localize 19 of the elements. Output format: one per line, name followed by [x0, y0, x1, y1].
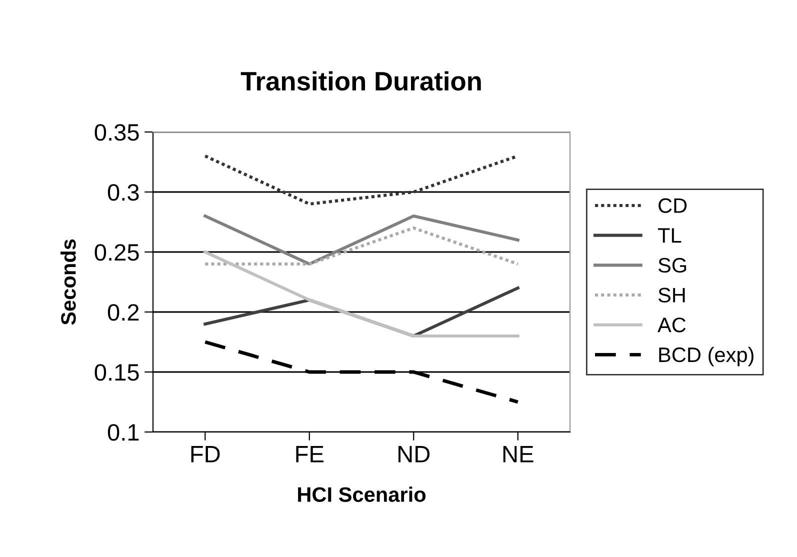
y-tick-label: 0.25: [94, 244, 139, 261]
chart-title: Transition Duration: [240, 71, 481, 91]
legend-label: SH: [658, 288, 685, 303]
x-tick-label: NE: [503, 446, 534, 462]
x-tick-label: FD: [191, 446, 220, 462]
legend-label: BCD (exp): [659, 346, 754, 366]
y-tick-label: 0.3: [108, 184, 139, 201]
legend-label: SG: [658, 258, 686, 273]
legend-label: TL: [658, 228, 682, 243]
y-tick-label: 0.35: [94, 124, 139, 141]
y-tick-label: 0.15: [94, 364, 139, 381]
y-tick-label: 0.1: [108, 424, 139, 441]
y-axis-title: Seconds: [60, 239, 76, 325]
x-tick-label: ND: [398, 446, 430, 462]
legend-label: CD: [658, 198, 687, 213]
x-tick-label: FE: [296, 446, 324, 462]
legend-label: AC: [658, 318, 686, 332]
x-axis-title: HCI Scenario: [298, 486, 426, 502]
y-tick-label: 0.2: [108, 304, 139, 321]
